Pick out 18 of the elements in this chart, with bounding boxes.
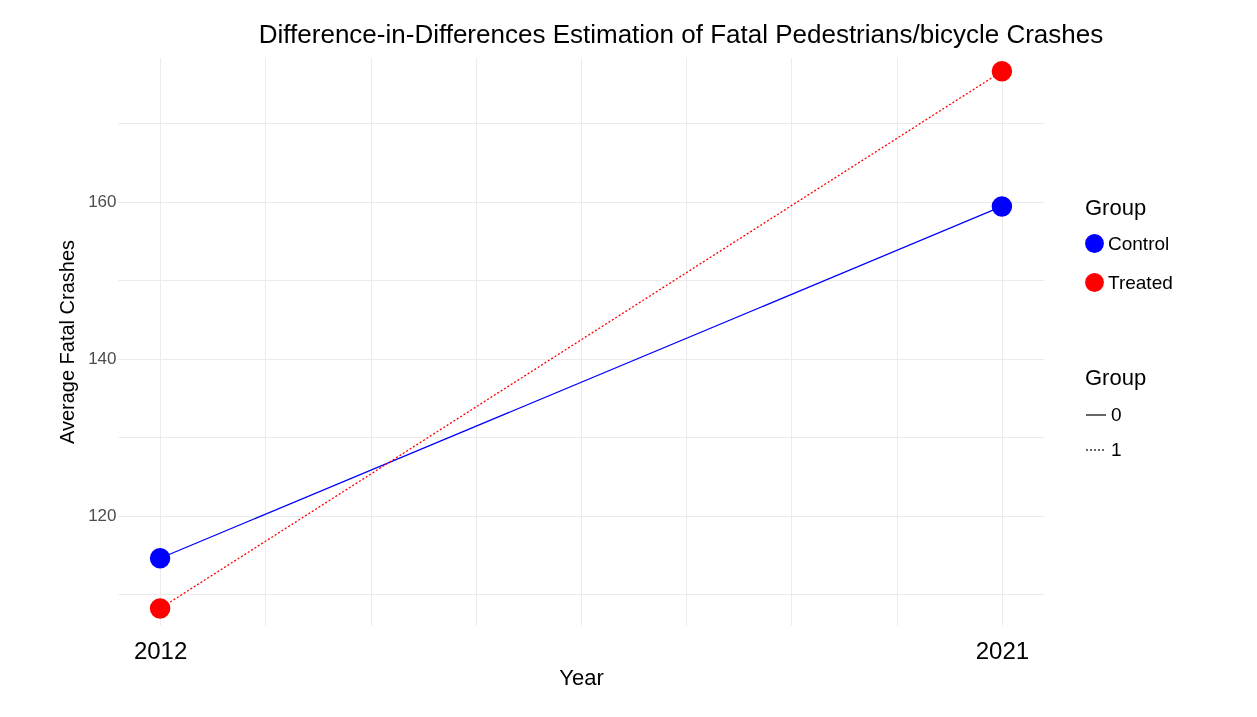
x-tick-label: 2012 xyxy=(133,636,188,664)
point xyxy=(149,598,171,619)
y-tick-label: 160 xyxy=(88,192,117,212)
point xyxy=(149,548,171,569)
point xyxy=(991,61,1013,82)
y-axis-title: Average Fatal Crashes xyxy=(56,239,79,445)
text: 1 xyxy=(1111,439,1122,460)
legend-title: Group xyxy=(1085,195,1147,220)
text: 0 xyxy=(1111,404,1122,425)
legend-label: Treated xyxy=(1108,271,1173,293)
legend-label: Control xyxy=(1108,232,1170,254)
chart-title: Difference-in-Differences Estimation of Fatal Pedestrians/bicycle Crashes xyxy=(258,19,1104,49)
x-axis-title: Year xyxy=(559,664,604,690)
y-tick-label: 120 xyxy=(88,506,117,526)
text: Group xyxy=(1085,365,1147,390)
point xyxy=(991,196,1013,217)
x-tick-label: 2021 xyxy=(975,636,1030,664)
y-tick-label: 140 xyxy=(88,349,117,369)
